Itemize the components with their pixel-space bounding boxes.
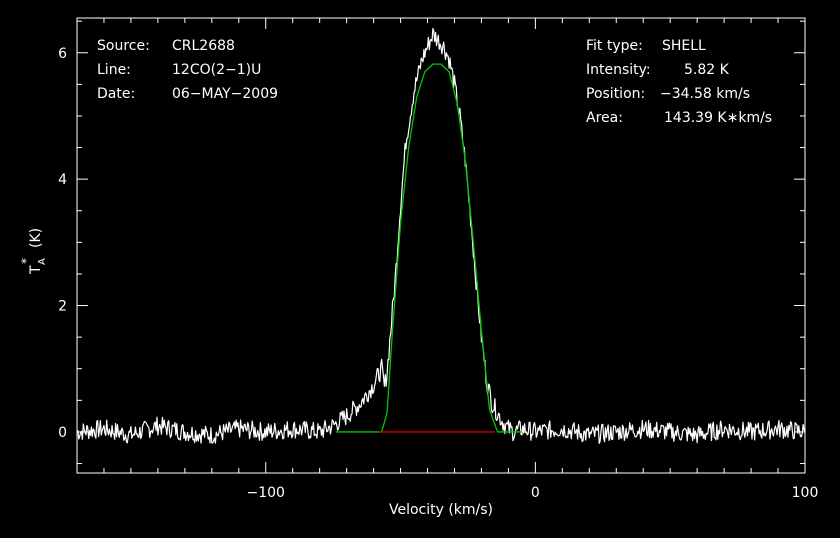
area-key: Area: — [586, 110, 623, 126]
intensity-value: 5.82 K — [684, 62, 730, 78]
area-value: 143.39 K∗km/s — [664, 110, 772, 126]
plot-frame — [76, 17, 806, 474]
tick-labels: −100 0 100 0 2 4 6 — [58, 46, 818, 501]
line-value: 12CO(2−1)U — [172, 62, 261, 78]
x-tick-label: 0 — [531, 485, 540, 501]
y-tick-label: 0 — [58, 425, 67, 441]
y-tick-label: 2 — [58, 299, 67, 315]
intensity-key: Intensity: — [586, 62, 651, 78]
x-tick-label: −100 — [247, 485, 285, 501]
fit-type-value: SHELL — [662, 38, 706, 54]
y-axis-label-sub: A — [37, 258, 48, 265]
y-tick-label: 6 — [58, 46, 67, 62]
date-key: Date: — [97, 86, 135, 102]
fit-series-line — [335, 63, 522, 433]
position-value: −34.58 km/s — [660, 86, 750, 102]
date-value: 06−MAY−2009 — [172, 86, 278, 102]
source-key: Source: — [97, 38, 150, 54]
info-left: Source: CRL2688 Line: 12CO(2−1)U Date: 0… — [97, 38, 278, 102]
x-tick-label: 100 — [792, 485, 819, 501]
spectrum-series-line — [76, 27, 806, 444]
y-axis-label-unit: (K) — [28, 228, 44, 248]
axis-ticks — [77, 18, 806, 473]
info-right: Fit type: SHELL Intensity: 5.82 K Positi… — [586, 38, 772, 126]
y-axis-label: T A * (K) — [19, 228, 48, 275]
y-axis-label-main: T — [28, 265, 44, 275]
fit-type-key: Fit type: — [586, 38, 643, 54]
y-axis-label-sup: * — [19, 258, 33, 264]
x-axis-label: Velocity (km/s) — [389, 502, 493, 518]
position-key: Position: — [586, 86, 645, 102]
y-tick-label: 4 — [58, 172, 67, 188]
line-key: Line: — [97, 62, 131, 78]
source-value: CRL2688 — [172, 38, 235, 54]
series-layer — [76, 27, 806, 444]
